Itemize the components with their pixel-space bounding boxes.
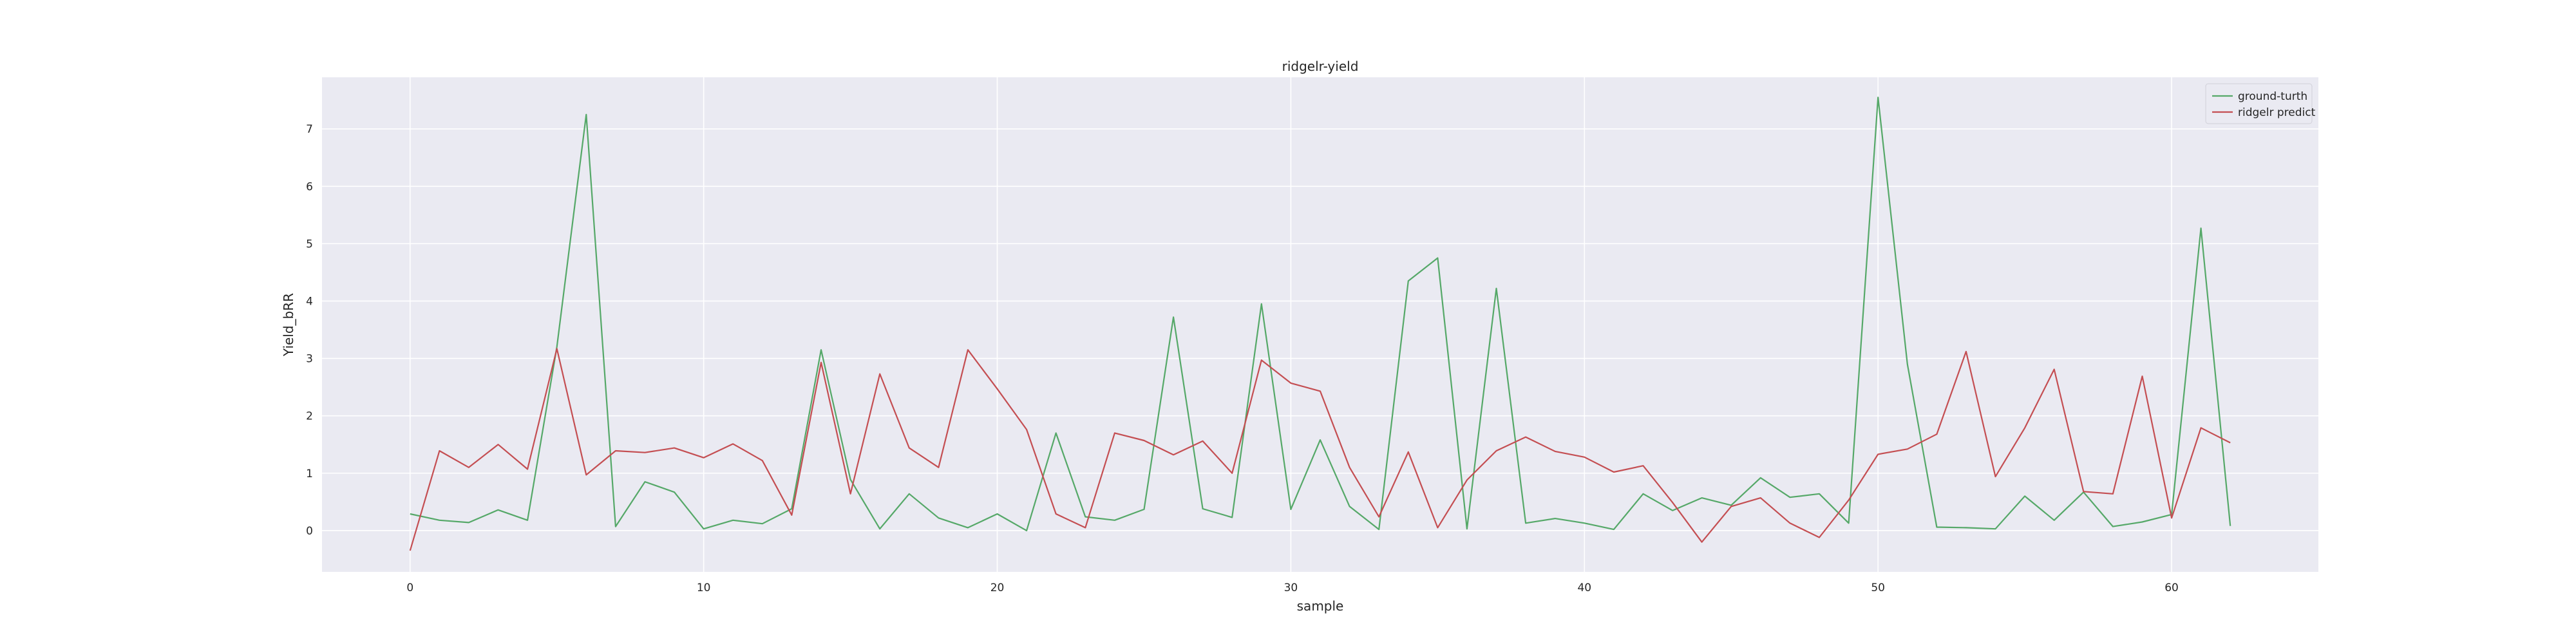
x-tick-label: 30 xyxy=(1284,582,1298,594)
grid-lines xyxy=(322,77,2318,572)
y-tick-label: 7 xyxy=(306,123,313,136)
y-tick-label: 2 xyxy=(306,410,313,423)
y-tick-labels: 0 1 2 3 4 5 6 7 xyxy=(306,123,313,538)
series-lines xyxy=(409,97,2231,551)
x-tick-label: 40 xyxy=(1577,582,1591,594)
x-tick-label: 60 xyxy=(2164,582,2179,594)
y-tick-label: 4 xyxy=(306,295,313,308)
y-tick-label: 5 xyxy=(306,238,313,251)
legend-entry: ground-turth xyxy=(2238,90,2307,103)
x-tick-label: 0 xyxy=(406,582,413,594)
y-tick-label: 3 xyxy=(306,353,313,366)
x-tick-label: 10 xyxy=(697,582,711,594)
legend: ground-turth ridgelr predict xyxy=(2205,83,2316,124)
x-axis-label: sample xyxy=(1297,598,1344,614)
x-tick-label: 50 xyxy=(1871,582,1885,594)
y-tick-label: 6 xyxy=(306,180,313,193)
series-line xyxy=(410,97,2231,532)
legend-box xyxy=(2205,83,2313,124)
chart-title: ridgelr-yield xyxy=(1282,59,1359,74)
y-tick-label: 0 xyxy=(306,525,313,538)
y-axis-label: Yield_bRR xyxy=(281,293,296,357)
plot-area xyxy=(322,77,2318,572)
series-line xyxy=(409,348,2231,551)
y-tick-label: 1 xyxy=(306,468,313,480)
x-tick-labels: 0 10 20 30 40 50 60 xyxy=(406,582,2179,594)
x-tick-label: 20 xyxy=(990,582,1005,594)
legend-entry: ridgelr predict xyxy=(2238,106,2316,119)
